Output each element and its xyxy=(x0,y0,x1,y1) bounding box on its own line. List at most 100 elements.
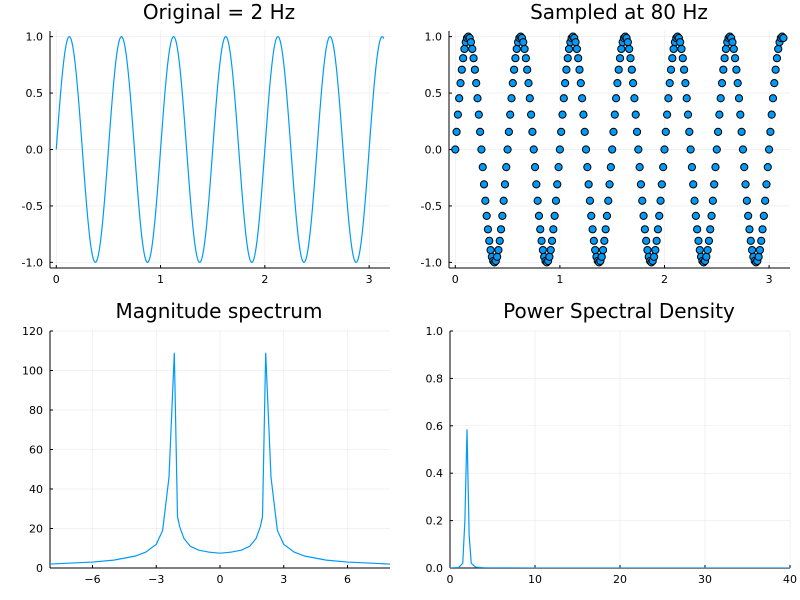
data-point xyxy=(601,225,610,234)
data-point xyxy=(506,110,515,119)
data-point xyxy=(629,79,638,88)
data-point xyxy=(738,145,748,154)
data-point xyxy=(545,252,554,261)
data-point xyxy=(669,44,678,54)
data-point xyxy=(767,110,776,119)
x-tick-label: 1 xyxy=(157,273,164,286)
data-point xyxy=(578,94,587,103)
data-point xyxy=(558,110,567,119)
y-tick-label: 0 xyxy=(36,562,43,575)
data-point xyxy=(664,94,673,103)
data-point xyxy=(456,79,465,88)
data-point xyxy=(610,110,619,119)
data-point xyxy=(482,211,491,220)
y-tick-label: 100 xyxy=(22,365,43,378)
y-tick-label: 0.4 xyxy=(426,467,444,480)
data-point xyxy=(730,54,740,63)
data-point xyxy=(713,127,723,136)
data-point xyxy=(719,65,728,74)
x-tick-label: 20 xyxy=(613,573,627,586)
data-point xyxy=(597,252,606,261)
data-point xyxy=(681,79,690,88)
data-point xyxy=(521,54,530,63)
data-point xyxy=(643,245,652,255)
data-point xyxy=(507,94,516,103)
data-point xyxy=(639,211,648,220)
data-point xyxy=(613,79,622,88)
y-tick-label: 1.0 xyxy=(26,31,44,44)
data-point xyxy=(472,79,481,88)
x-tick-label: −3 xyxy=(148,573,164,586)
data-point xyxy=(715,110,724,119)
x-tick-label: 2 xyxy=(261,273,268,286)
data-point xyxy=(642,236,651,245)
data-point xyxy=(457,65,466,74)
data-point xyxy=(763,163,772,172)
data-point xyxy=(704,236,714,245)
y-tick-label: 40 xyxy=(29,483,43,496)
data-point xyxy=(638,196,647,205)
data-point xyxy=(555,145,564,154)
data-point xyxy=(689,180,698,189)
data-point xyxy=(511,54,520,63)
data-point xyxy=(695,245,704,255)
x-tick-label: 0 xyxy=(217,573,224,586)
data-point xyxy=(575,65,584,74)
data-point xyxy=(766,127,775,136)
y-tick-label: 0.0 xyxy=(26,144,44,157)
data-point xyxy=(534,211,544,220)
data-point xyxy=(493,252,502,261)
data-point xyxy=(510,65,519,74)
data-point xyxy=(721,44,731,54)
data-point xyxy=(770,79,779,88)
data-point xyxy=(768,94,778,103)
x-tick-label: −6 xyxy=(84,573,100,586)
data-point xyxy=(495,236,504,245)
data-point xyxy=(579,110,588,119)
panel-sampled: Sampled at 80 Hz 0 1 2 3 -1.0 -0.5 0.0 0.5 1.0 xyxy=(421,0,790,286)
data-point xyxy=(703,245,712,255)
data-point xyxy=(564,44,574,54)
data-point xyxy=(615,54,625,63)
data-point xyxy=(486,245,495,255)
x-tick-label: 0 xyxy=(452,273,459,286)
data-point xyxy=(496,225,506,234)
data-point xyxy=(690,196,699,205)
data-point xyxy=(523,65,532,74)
data-point xyxy=(591,245,600,255)
y-tick-label: 0.5 xyxy=(26,87,44,100)
data-point xyxy=(660,145,669,154)
data-point xyxy=(625,44,634,54)
data-point xyxy=(758,225,767,234)
data-point xyxy=(520,44,529,54)
data-point xyxy=(612,94,621,103)
data-point xyxy=(754,252,763,261)
data-point xyxy=(665,79,674,88)
data-point xyxy=(685,127,694,136)
y-tick-label: 60 xyxy=(29,444,43,457)
data-point xyxy=(502,163,511,172)
data-point xyxy=(519,38,528,47)
data-point xyxy=(600,236,609,245)
data-point xyxy=(608,145,617,154)
y-tick-label: 0.0 xyxy=(426,562,444,575)
data-point xyxy=(587,211,596,220)
x-tick-label: 3 xyxy=(766,273,773,286)
data-point xyxy=(653,225,663,234)
data-point xyxy=(733,79,742,88)
data-point xyxy=(761,196,770,205)
data-point xyxy=(740,163,749,172)
data-point xyxy=(536,225,545,234)
data-point xyxy=(589,236,598,245)
data-point xyxy=(687,163,697,172)
data-point xyxy=(707,211,716,220)
data-point xyxy=(772,54,782,63)
data-point xyxy=(742,196,751,205)
data-point xyxy=(652,236,661,245)
data-point xyxy=(561,79,570,88)
chart-title: Power Spectral Density xyxy=(503,299,735,323)
data-point xyxy=(572,44,581,54)
y-tick-label: -1.0 xyxy=(421,256,442,269)
data-point xyxy=(694,236,703,245)
data-point xyxy=(474,110,483,119)
